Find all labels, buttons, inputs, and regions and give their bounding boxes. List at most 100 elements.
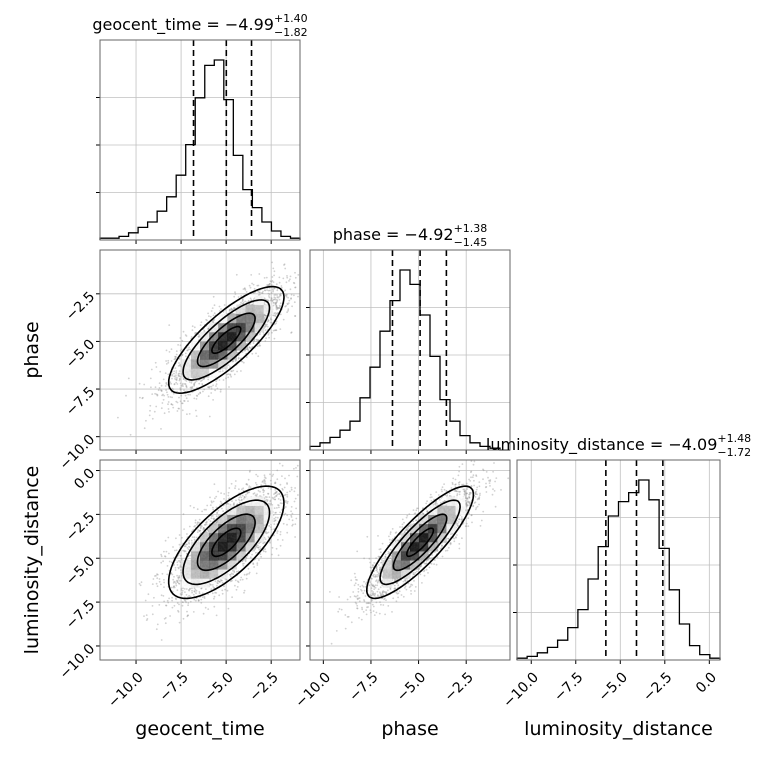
scatter-point [290, 298, 292, 300]
scatter-point [278, 281, 281, 284]
scatter-point [164, 372, 167, 375]
scatter-point [274, 297, 277, 299]
scatter-point [279, 502, 282, 504]
histogram-phase-bin-2 [330, 437, 340, 450]
scatter-point [258, 548, 261, 551]
scatter-point [260, 555, 262, 558]
scatter-point [223, 304, 226, 306]
scatter-point [231, 370, 233, 373]
scatter-point [172, 388, 175, 390]
scatter-point [232, 573, 235, 576]
scatter-point [229, 503, 232, 506]
scatter-point [276, 296, 279, 298]
scatter-point [240, 301, 242, 304]
scatter-point [292, 281, 295, 284]
scatter-point [174, 358, 177, 360]
scatter-point [180, 589, 183, 591]
scatter-point [209, 496, 211, 499]
scatter-point [167, 601, 170, 604]
scatter-point [143, 383, 146, 386]
density-cell [254, 313, 265, 324]
scatter-point [264, 538, 267, 541]
histogram-luminosity_distance-bin-7 [588, 579, 598, 660]
scatter-point [276, 478, 279, 481]
scatter-point [173, 358, 176, 361]
scatter-point [279, 305, 282, 308]
scatter-point [264, 326, 266, 328]
scatter-point [218, 379, 221, 381]
scatter-point [206, 504, 209, 507]
histogram-phase-bin-15 [460, 436, 470, 450]
scatter-point [259, 291, 261, 294]
scatter-point [278, 276, 281, 279]
scatter-point [165, 389, 168, 391]
scatter-point [274, 315, 277, 318]
scatter-point [183, 588, 186, 590]
scatter-point [167, 536, 170, 539]
scatter-point [163, 578, 165, 581]
scatter-point [259, 553, 262, 556]
scatter-point [267, 292, 270, 295]
scatter-point [152, 578, 155, 580]
scatter-point [167, 401, 170, 403]
scatter-point [279, 294, 282, 296]
scatter-point [287, 302, 290, 304]
scatter-point [265, 314, 267, 317]
scatter-point [188, 546, 191, 549]
scatter-point [279, 292, 282, 295]
scatter-point [175, 400, 178, 403]
scatter-point [196, 522, 199, 525]
scatter-point [242, 301, 245, 304]
scatter-point [252, 301, 255, 304]
scatter-point [259, 490, 261, 493]
scatter-point [245, 291, 248, 293]
scatter-point [160, 389, 162, 391]
scatter-point [267, 320, 270, 322]
scatter-point [244, 289, 247, 291]
scatter-point [163, 581, 166, 584]
scatter-point [252, 563, 255, 565]
scatter-point [273, 517, 276, 520]
scatter-point [268, 496, 271, 498]
scatter-point [221, 592, 224, 595]
scatter-point [271, 546, 274, 549]
scatter-point [175, 374, 177, 377]
scatter-point [266, 289, 268, 291]
scatter-point [181, 402, 183, 405]
scatter-point [154, 386, 157, 389]
scatter-point [180, 348, 183, 351]
scatter-point [227, 364, 230, 366]
scatter-point [171, 373, 174, 376]
scatter-point [155, 393, 158, 396]
scatter-point [295, 517, 298, 520]
scatter-point [255, 572, 258, 575]
scatter-point [235, 588, 238, 591]
histogram-phase-bin-1 [320, 443, 330, 450]
scatter-point [234, 293, 237, 295]
scatter-point [151, 393, 154, 395]
scatter-point [218, 580, 221, 583]
scatter-point [207, 312, 210, 315]
scatter-point [290, 293, 293, 296]
scatter-point [210, 385, 213, 388]
scatter-point [248, 487, 250, 489]
scatter-point [297, 274, 300, 276]
scatter-point [243, 498, 245, 500]
scatter-point [182, 513, 185, 516]
scatter-point [259, 293, 261, 296]
scatter-point [212, 314, 215, 317]
scatter-point [278, 306, 281, 309]
density-cell [218, 340, 228, 351]
scatter-point [207, 395, 210, 398]
scatter-point [174, 581, 177, 583]
scatter-point [145, 419, 147, 422]
scatter-point [241, 494, 244, 497]
scatter-point [270, 284, 273, 286]
scatter-point [214, 497, 216, 500]
scatter-point [284, 267, 287, 270]
scatter-point [275, 312, 278, 315]
scatter-point [197, 335, 200, 338]
scatter-point [183, 545, 186, 548]
scatter-point [154, 575, 156, 577]
scatter-point [237, 356, 240, 359]
